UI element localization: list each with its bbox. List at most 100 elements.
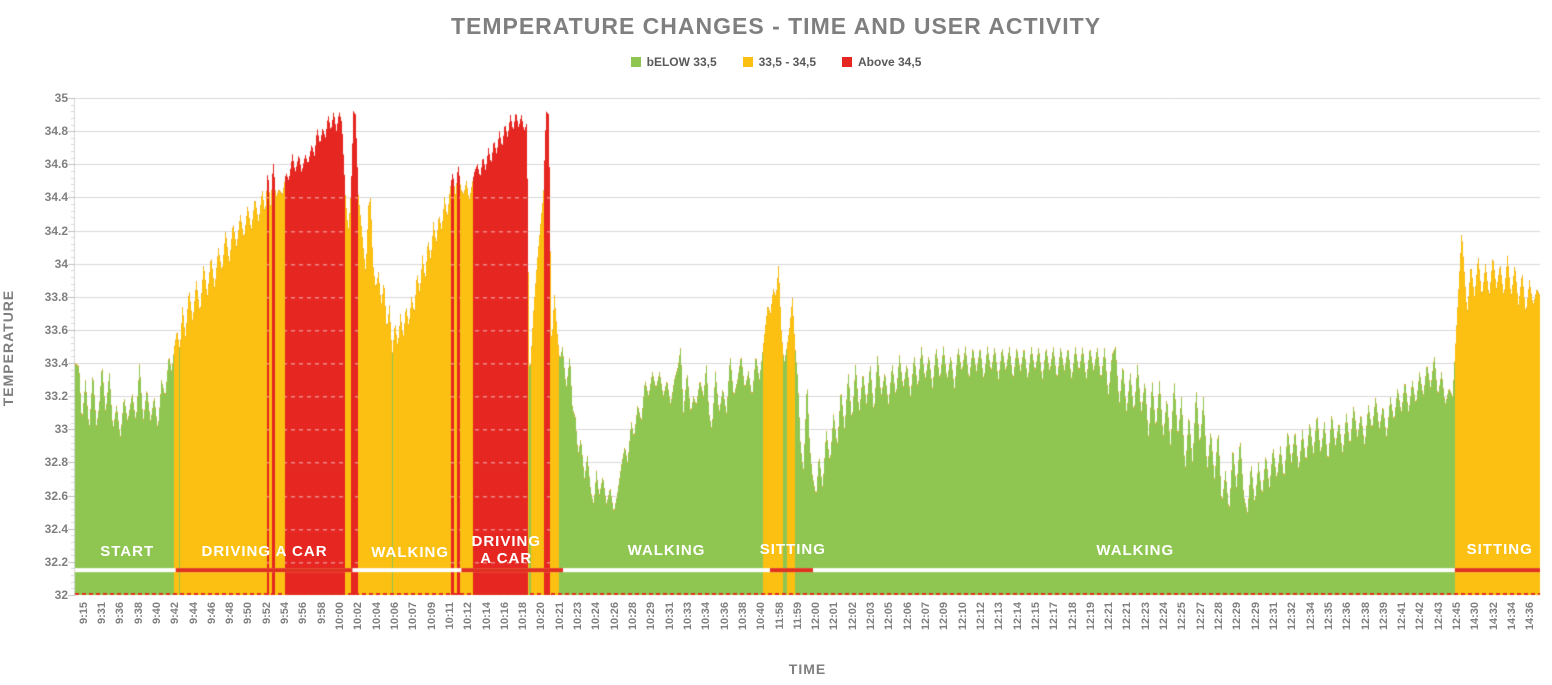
y-tick-label: 32.4 xyxy=(44,521,68,536)
x-tick-label: 12:38 xyxy=(1359,602,1372,631)
x-tick-label: 10:36 xyxy=(718,602,731,631)
x-tick-label: 12:21 xyxy=(1121,602,1134,631)
y-tick-label: 34 xyxy=(54,256,68,271)
x-tick-label: 12:41 xyxy=(1396,602,1409,631)
x-tick-label: 12:01 xyxy=(828,602,841,631)
chart-title: TEMPERATURE CHANGES - TIME AND USER ACTI… xyxy=(450,13,1102,39)
x-tick-label: 12:24 xyxy=(1158,602,1171,631)
x-tick-label: 12:14 xyxy=(1011,602,1024,631)
x-tick-label: 9:48 xyxy=(224,602,237,625)
activity-label-walking: WALKING xyxy=(627,542,706,559)
legend-item-below: bELOW 33,5 xyxy=(630,55,717,69)
activity-label-driving-a-car: DRIVING A CAR xyxy=(471,533,541,567)
x-tick-label: 10:38 xyxy=(736,602,749,631)
x-tick-label: 12:29 xyxy=(1231,602,1244,631)
x-tick-label: 12:13 xyxy=(993,602,1006,631)
x-tick-label: 14:32 xyxy=(1487,602,1500,631)
legend-swatch-yellow xyxy=(742,57,753,67)
x-tick-label: 12:31 xyxy=(1267,602,1280,631)
x-tick-label: 10:34 xyxy=(700,602,713,631)
x-tick-label: 10:00 xyxy=(334,602,347,631)
legend-swatch-green xyxy=(630,57,641,67)
y-tick-label: 32.6 xyxy=(44,488,68,503)
x-tick-label: 9:38 xyxy=(132,602,145,625)
x-tick-label: 10:31 xyxy=(663,602,676,631)
x-tick-label: 10:24 xyxy=(590,602,603,631)
x-tick-label: 12:45 xyxy=(1451,602,1464,631)
x-tick-label: 10:09 xyxy=(425,602,438,631)
x-tick-label: 9:52 xyxy=(260,602,273,625)
x-tick-label: 10:40 xyxy=(755,602,768,631)
x-tick-label: 10:11 xyxy=(443,602,456,630)
y-tick-label: 34.8 xyxy=(44,124,68,139)
x-tick-label: 12:19 xyxy=(1084,602,1097,631)
y-tick-label: 32.8 xyxy=(44,455,68,470)
y-tick-label: 35 xyxy=(54,91,68,105)
x-tick-label: 14:36 xyxy=(1524,602,1537,631)
x-tick-label: 12:18 xyxy=(1066,602,1079,631)
x-tick-label: 12:05 xyxy=(883,602,896,631)
x-tick-label: 10:21 xyxy=(553,602,566,631)
x-tick-label: 12:36 xyxy=(1341,602,1354,631)
x-tick-label: 10:04 xyxy=(370,602,383,631)
x-tick-label: 11:59 xyxy=(791,602,804,630)
x-tick-label: 12:15 xyxy=(1029,602,1042,631)
legend-swatch-red xyxy=(842,57,852,67)
legend-item-mid: 33,5 - 34,5 xyxy=(742,55,816,69)
legend-label: bELOW 33,5 xyxy=(646,55,717,69)
activity-label-start: START xyxy=(100,543,155,560)
x-tick-label: 10:12 xyxy=(462,602,475,631)
x-tick-label: 9:54 xyxy=(279,602,292,625)
x-tick-label: 14:34 xyxy=(1506,602,1519,631)
x-tick-label: 10:28 xyxy=(627,602,640,631)
x-tick-label: 12:39 xyxy=(1377,602,1390,631)
activity-label-sitting: SITTING xyxy=(759,541,826,558)
x-tick-label: 10:29 xyxy=(645,602,658,631)
x-tick-label: 12:32 xyxy=(1286,602,1299,631)
x-tick-label: 9:56 xyxy=(297,602,310,625)
x-tick-label: 9:15 xyxy=(77,602,90,625)
x-tick-label: 10:18 xyxy=(517,602,530,631)
x-tick-label: 12:29 xyxy=(1249,602,1262,631)
y-tick-label: 34.4 xyxy=(44,190,68,205)
x-tick-label: 12:10 xyxy=(956,602,969,631)
x-tick-label: 12:17 xyxy=(1048,602,1061,631)
x-tick-label: 12:43 xyxy=(1432,602,1445,631)
x-tick-label: 12:42 xyxy=(1414,602,1427,631)
x-tick-label: 10:33 xyxy=(681,602,694,631)
activity-label-walking: WALKING xyxy=(371,544,450,561)
x-tick-label: 12:23 xyxy=(1139,602,1152,631)
activity-label-sitting: SITTING xyxy=(1466,541,1533,558)
x-tick-label: 11:58 xyxy=(773,602,786,630)
legend: bELOW 33,5 33,5 - 34,5 Above 34,5 xyxy=(0,55,1552,69)
x-tick-label: 10:23 xyxy=(572,602,585,631)
x-tick-label: 12:28 xyxy=(1213,602,1226,631)
x-tick-label: 12:02 xyxy=(846,602,859,631)
x-tick-label: 12:21 xyxy=(1103,602,1116,631)
y-tick-label: 33.4 xyxy=(44,356,68,371)
activity-label-driving-a-car: DRIVING A CAR xyxy=(201,543,328,560)
x-tick-label: 12:35 xyxy=(1322,602,1335,631)
x-tick-label: 10:20 xyxy=(535,602,548,631)
x-tick-label: 9:42 xyxy=(169,602,182,625)
x-tick-label: 9:58 xyxy=(315,602,328,625)
x-tick-label: 9:44 xyxy=(187,602,200,625)
x-tick-label: 10:07 xyxy=(407,602,420,631)
x-tick-label: 10:02 xyxy=(352,602,365,631)
y-tick-label: 32 xyxy=(54,588,68,602)
x-tick-label: 12:27 xyxy=(1194,602,1207,631)
y-tick-label: 33.2 xyxy=(44,389,68,404)
x-tick-label: 12:12 xyxy=(974,602,987,631)
y-tick-label: 33 xyxy=(54,422,68,437)
x-axis-title: TIME xyxy=(788,661,827,677)
y-tick-label: 33.8 xyxy=(44,289,68,304)
x-tick-label: 12:00 xyxy=(810,602,823,631)
x-tick-label: 12:06 xyxy=(901,602,914,631)
x-tick-label: 10:06 xyxy=(388,602,401,631)
x-tick-label: 10:14 xyxy=(480,602,493,631)
x-tick-label: 9:36 xyxy=(114,602,127,625)
activity-label-walking: WALKING xyxy=(1096,542,1175,559)
x-tick-label: 12:25 xyxy=(1176,602,1189,631)
